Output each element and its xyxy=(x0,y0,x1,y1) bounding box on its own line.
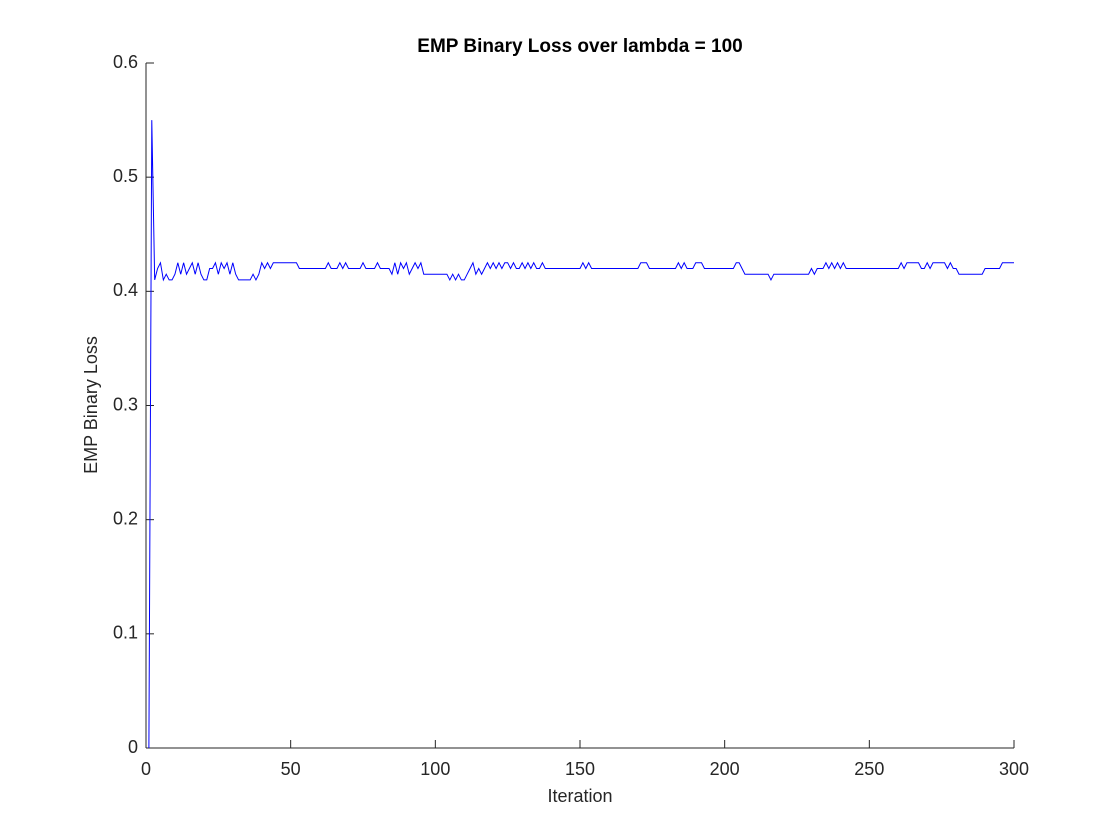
x-tick-label: 0 xyxy=(141,759,151,779)
y-tick-label: 0.6 xyxy=(113,52,138,72)
y-tick-label: 0.1 xyxy=(113,623,138,643)
y-tick-label: 0.5 xyxy=(113,166,138,186)
chart-title: EMP Binary Loss over lambda = 100 xyxy=(417,36,742,57)
x-tick-label: 200 xyxy=(710,759,740,779)
y-axis-label: EMP Binary Loss xyxy=(81,336,101,474)
x-tick-label: 50 xyxy=(281,759,301,779)
y-tick-label: 0.2 xyxy=(113,508,138,528)
x-tick-label: 300 xyxy=(999,759,1029,779)
data-line xyxy=(148,120,1014,749)
y-tick-label: 0 xyxy=(128,737,138,757)
y-tick-label: 0.3 xyxy=(113,394,138,414)
x-tick-label: 100 xyxy=(420,759,450,779)
x-axis-label: Iteration xyxy=(547,786,612,806)
x-tick-label: 250 xyxy=(854,759,884,779)
x-tick-label: 150 xyxy=(565,759,595,779)
y-tick-label: 0.4 xyxy=(113,280,138,300)
